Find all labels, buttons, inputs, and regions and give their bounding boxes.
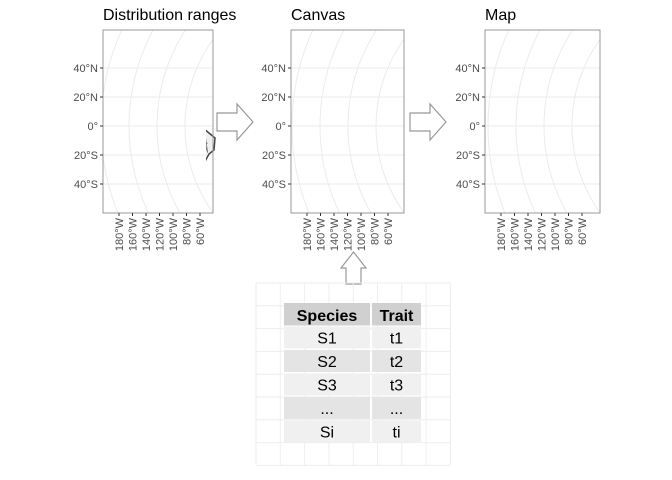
cell-text: S3: [317, 378, 337, 395]
species-range: [206, 138, 208, 153]
x-tick-label: 180°W: [302, 217, 314, 251]
x-tick-label: 140°W: [141, 217, 153, 251]
y-tick-label: 40°N: [73, 63, 98, 75]
table-cell: [372, 326, 421, 349]
plot-background: [291, 30, 404, 213]
x-tick-label: 140°W: [329, 217, 341, 251]
panel-title: Map: [485, 7, 516, 24]
table-cell: [372, 350, 421, 372]
grid-arc: [375, 38, 404, 213]
species-trait-table: Species Trait S1 t1 S2 t2 S3 t3... ... Si ti: [255, 282, 451, 466]
grid-arc: [184, 38, 213, 213]
x-tick-label: 160°W: [510, 217, 522, 251]
grid-arc: [319, 30, 345, 213]
y-tick-label: 20°N: [261, 92, 286, 104]
table-cell: [284, 373, 370, 396]
graticule: [291, 30, 404, 213]
x-tick-label: 80°W: [564, 217, 576, 245]
header-trait: Trait: [380, 308, 414, 325]
y-tick-label: 40°N: [455, 63, 480, 75]
x-tick-label: 100°W: [550, 217, 562, 251]
grid-arc: [543, 30, 574, 213]
cell-text: t3: [390, 378, 403, 395]
panel-map: Map 40°N 20°N 0° 20°S 40°S 180°W 160°W 140°W 120°…: [455, 7, 601, 251]
x-tick-label: 60°W: [383, 217, 395, 245]
grid-arc: [156, 30, 187, 213]
x-tick-label: 120°W: [155, 217, 167, 251]
arrow-up-icon: [339, 251, 368, 285]
y-tick-label: 20°S: [74, 150, 98, 162]
x-tick-label: 180°W: [496, 217, 508, 251]
y-tick-label: 20°S: [262, 150, 286, 162]
x-tick-label: 100°W: [168, 217, 180, 251]
y-tick-label: 0°: [87, 121, 98, 133]
arrow-right-icon: [409, 102, 447, 142]
grid-arc: [599, 115, 600, 137]
x-tick-label: 60°W: [577, 217, 589, 245]
table-cell: [372, 420, 421, 443]
x-tick-label: 60°W: [195, 217, 207, 245]
x-tick-label: 120°W: [343, 217, 355, 251]
grid-arc: [291, 30, 314, 213]
grid-arc: [347, 30, 378, 213]
table-cell: [284, 326, 370, 349]
cell-text: S2: [317, 354, 337, 371]
header-cell: [372, 303, 421, 326]
panel-title: Canvas: [291, 7, 345, 24]
y-tick-label: 20°N: [73, 92, 98, 104]
table-cell: [284, 397, 370, 419]
panel-title: Distribution ranges: [103, 7, 236, 24]
x-tick-label: 160°W: [316, 217, 328, 251]
panel-ranges: Distribution ranges 40°N 20°N 0° 20°S 40°S 180…: [73, 7, 236, 251]
arrow-right-icon: [216, 102, 254, 142]
y-tick-label: 20°S: [456, 150, 480, 162]
table-cell: [284, 350, 370, 372]
x-tick-label: 140°W: [523, 217, 535, 251]
cell-text: ti: [393, 425, 401, 442]
y-tick-label: 40°S: [456, 179, 480, 191]
cell-text: ...: [320, 401, 333, 418]
grid-arc: [487, 30, 510, 213]
grid-arc: [128, 30, 154, 213]
graticule: [103, 30, 213, 213]
plot-background: [103, 30, 213, 213]
plot-border: [102, 29, 214, 214]
header-species: Species: [297, 308, 358, 325]
cell-text: t2: [390, 354, 403, 371]
cell-text: ...: [390, 401, 403, 418]
y-tick-label: 0°: [469, 121, 480, 133]
x-tick-label: 80°W: [182, 217, 194, 245]
x-tick-label: 120°W: [537, 217, 549, 251]
x-tick-label: 180°W: [114, 217, 126, 251]
x-tick-label: 100°W: [356, 217, 368, 251]
y-tick-label: 40°N: [261, 63, 286, 75]
graticule: [485, 30, 600, 213]
table-cell: [372, 397, 421, 419]
x-tick-label: 80°W: [370, 217, 382, 245]
grid-arc: [571, 38, 600, 213]
y-tick-label: 20°N: [455, 92, 480, 104]
y-tick-label: 0°: [275, 121, 286, 133]
table-cell: [284, 420, 370, 443]
grid-arc: [515, 30, 541, 213]
table-cell: [372, 373, 421, 396]
plot-background: [485, 30, 600, 213]
cell-text: t1: [390, 331, 403, 348]
cell-text: S1: [317, 331, 337, 348]
plot-border: [484, 29, 601, 214]
y-tick-label: 40°S: [74, 179, 98, 191]
y-tick-label: 40°S: [262, 179, 286, 191]
cell-text: Si: [320, 425, 334, 442]
x-tick-label: 160°W: [128, 217, 140, 251]
header-cell: [284, 303, 370, 326]
